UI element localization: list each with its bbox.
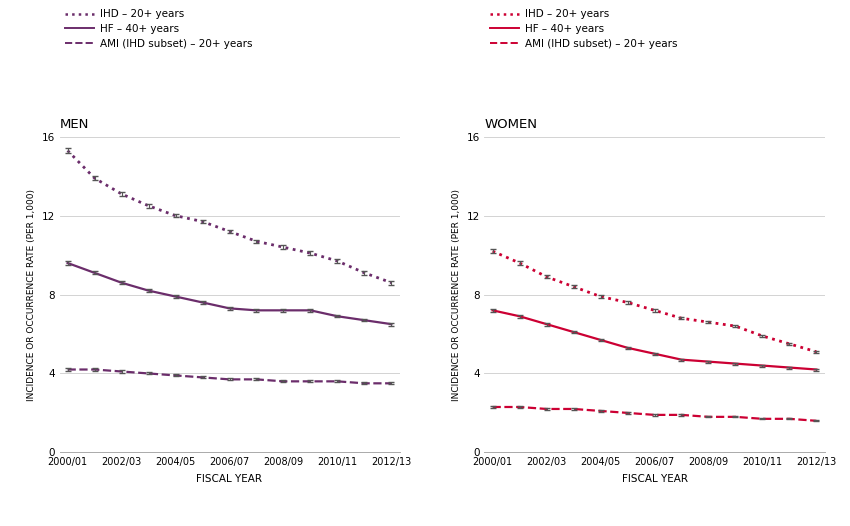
- Legend: IHD – 20+ years, HF – 40+ years, AMI (IHD subset) – 20+ years: IHD – 20+ years, HF – 40+ years, AMI (IH…: [65, 9, 252, 49]
- X-axis label: FISCAL YEAR: FISCAL YEAR: [196, 474, 263, 484]
- Text: WOMEN: WOMEN: [484, 118, 537, 132]
- X-axis label: FISCAL YEAR: FISCAL YEAR: [621, 474, 688, 484]
- Legend: IHD – 20+ years, HF – 40+ years, AMI (IHD subset) – 20+ years: IHD – 20+ years, HF – 40+ years, AMI (IH…: [490, 9, 677, 49]
- Y-axis label: INCIDENCE OR OCCURRENCE RATE (PER 1,000): INCIDENCE OR OCCURRENCE RATE (PER 1,000): [27, 188, 36, 401]
- Y-axis label: INCIDENCE OR OCCURRENCE RATE (PER 1,000): INCIDENCE OR OCCURRENCE RATE (PER 1,000): [452, 188, 461, 401]
- Text: MEN: MEN: [60, 118, 89, 132]
